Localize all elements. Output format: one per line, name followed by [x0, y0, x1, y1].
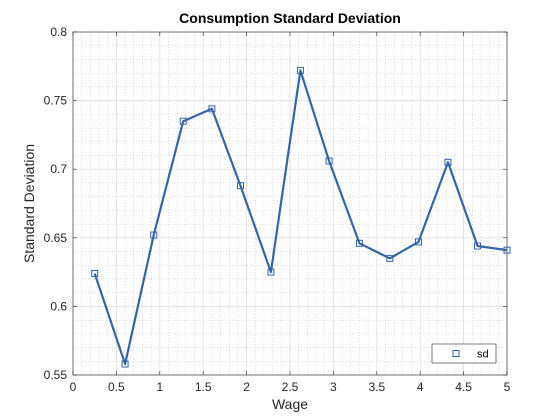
y-tick-label: 0.55 — [44, 368, 68, 382]
x-tick-label: 1.5 — [195, 380, 212, 394]
x-tick-label: 0.5 — [108, 380, 125, 394]
y-tick-label: 0.8 — [50, 25, 67, 39]
x-tick-label: 4 — [417, 380, 424, 394]
x-axis-label: Wage — [272, 396, 308, 412]
x-tick-label: 1 — [156, 380, 163, 394]
x-tick-label: 2.5 — [282, 380, 299, 394]
chart-title: Consumption Standard Deviation — [179, 10, 401, 26]
y-axis-label: Standard Deviation — [21, 144, 37, 263]
legend: sd — [432, 344, 496, 363]
x-tick-label: 4.5 — [455, 380, 472, 394]
legend-label-sd: sd — [477, 349, 489, 361]
x-tick-label: 2 — [243, 380, 250, 394]
y-tick-label: 0.6 — [50, 299, 67, 313]
x-tick-label: 3.5 — [368, 380, 385, 394]
x-tick-label: 0 — [70, 380, 77, 394]
x-tick-label: 3 — [330, 380, 337, 394]
y-tick-label: 0.65 — [44, 231, 68, 245]
x-tick-label: 5 — [504, 380, 511, 394]
y-tick-label: 0.75 — [44, 94, 68, 108]
y-tick-label: 0.7 — [50, 162, 67, 176]
